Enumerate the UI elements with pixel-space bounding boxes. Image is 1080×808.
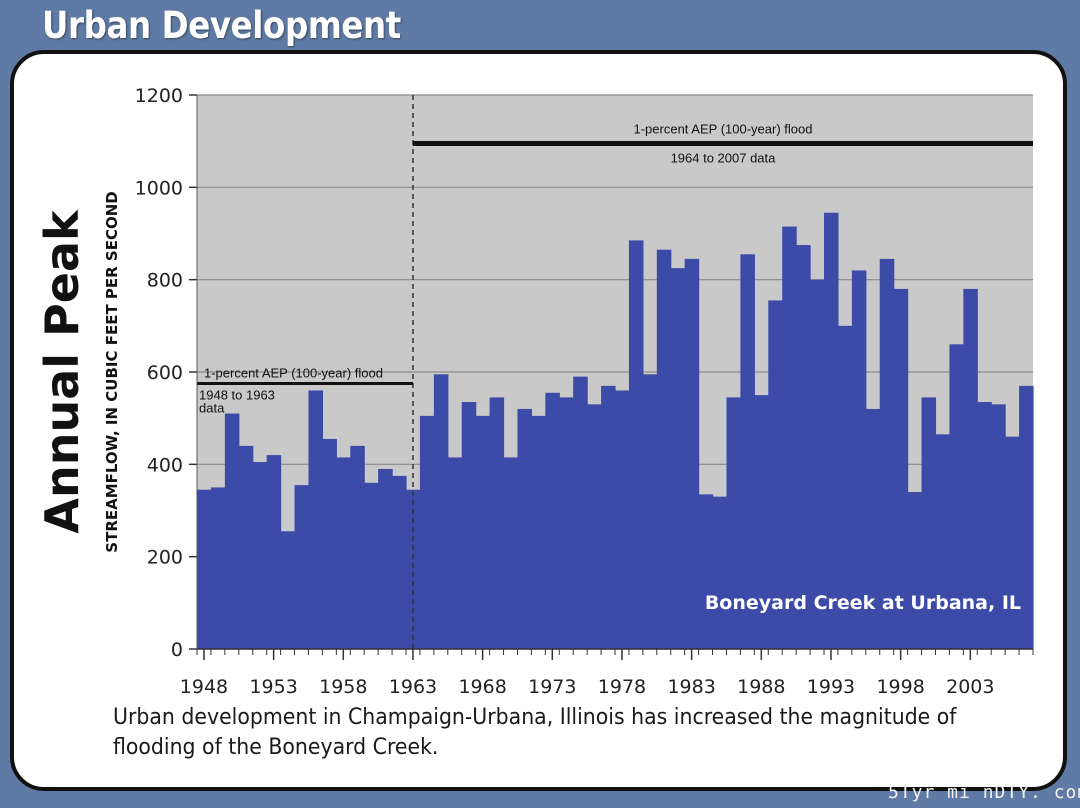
bar-1998 [893, 288, 909, 649]
bar-2004 [977, 402, 992, 649]
bar-1960 [364, 482, 379, 649]
bar-1984 [698, 494, 714, 649]
flood-sublabel-2: 1964 to 2007 data [671, 150, 777, 165]
page-title: Urban Development [42, 4, 401, 47]
flood-label-1: 1-percent AEP (100-year) flood [204, 366, 383, 381]
bar-1988 [754, 395, 769, 649]
x-tick-label: 1998 [876, 676, 924, 698]
bar-1968 [475, 415, 491, 649]
axes: 0 200 400 600 800 1000 1200 1948 1953 1958 1963 196… [135, 85, 1034, 698]
bar-1982 [670, 268, 686, 649]
bar-1986 [726, 397, 741, 649]
x-tick-label: 1978 [598, 676, 646, 698]
bar-1990 [782, 226, 797, 649]
bar-1952 [252, 462, 268, 649]
x-tick-label: 1968 [458, 676, 506, 698]
bar-1969 [489, 397, 505, 649]
x-tick-label: 1993 [807, 676, 855, 698]
bar-1991 [796, 245, 811, 649]
bar-1992 [810, 279, 825, 649]
bar-1964 [419, 415, 435, 649]
bar-1949 [210, 487, 226, 649]
y-tick-label: 600 [147, 362, 183, 384]
bar-1995 [851, 270, 867, 649]
bar-2001 [935, 434, 950, 649]
x-tick-label: 1958 [319, 676, 367, 698]
y-tick-label: 1000 [135, 177, 183, 199]
bar-1972 [531, 415, 546, 649]
x-tick-label: 1983 [667, 676, 715, 698]
bar-1980 [642, 374, 658, 649]
bar-1977 [601, 385, 616, 649]
x-tick-label: 1948 [180, 676, 228, 698]
bar-2006 [1005, 436, 1020, 649]
bar-1983 [684, 258, 700, 649]
bar-1958 [336, 457, 351, 649]
bar-1956 [308, 390, 323, 649]
bar-2003 [963, 288, 978, 649]
bar-1965 [433, 374, 449, 649]
x-tick-label: 1988 [737, 676, 785, 698]
bar-1948 [197, 489, 212, 649]
x-tick-label: 1953 [249, 676, 297, 698]
x-tick-label: 1963 [389, 676, 437, 698]
bar-1987 [740, 254, 755, 649]
bar-1963 [406, 489, 421, 649]
bar-2005 [991, 404, 1006, 649]
bar-1979 [628, 240, 644, 650]
bar-1976 [587, 404, 602, 649]
bar-1955 [294, 485, 310, 649]
bar-1975 [573, 376, 588, 649]
y-axis-subtitle: STREAMFLOW, IN CUBIC FEET PER SECOND [103, 191, 121, 552]
flood-label-2: 1-percent AEP (100-year) flood [633, 121, 812, 136]
bar-1970 [503, 457, 519, 649]
bar-1953 [266, 455, 282, 649]
bar-1974 [559, 397, 574, 649]
bar-1951 [238, 445, 254, 649]
figure-caption: Urban development in Champaign-Urbana, I… [113, 705, 957, 760]
flood-sublabel-1: 1948 to 1963 [199, 388, 275, 403]
bar-1978 [615, 390, 630, 649]
bar-1994 [837, 325, 853, 649]
bar-1954 [280, 531, 296, 649]
station-label: Boneyard Creek at Urbana, IL [705, 592, 1021, 614]
watermark: 5Tyr mi nDTY. com [888, 782, 1080, 803]
bar-1993 [824, 212, 839, 649]
y-axis-title: Annual Peak [35, 209, 89, 534]
y-tick-label: 400 [147, 454, 183, 476]
bar-1981 [656, 249, 672, 650]
bar-1950 [224, 413, 240, 649]
bar-1967 [461, 402, 477, 649]
x-tick-label: 1973 [528, 676, 576, 698]
bar-2002 [949, 344, 964, 649]
bar-1997 [879, 258, 895, 649]
bars [197, 212, 1034, 650]
flood-sublabel-1b: data [199, 401, 225, 416]
bar-1973 [545, 392, 560, 649]
y-tick-label: 0 [171, 639, 183, 661]
bar-1989 [768, 300, 783, 649]
bar-1957 [322, 438, 337, 649]
bar-2007 [1019, 385, 1034, 649]
bar-2000 [921, 397, 937, 649]
y-tick-label: 800 [147, 270, 183, 292]
x-tick-label: 2003 [946, 676, 994, 698]
bar-1999 [907, 492, 923, 649]
bar-1971 [517, 408, 532, 649]
y-tick-label: 1200 [135, 85, 183, 107]
bar-1961 [378, 468, 393, 649]
bar-1966 [447, 457, 463, 649]
annotations: 1-percent AEP (100-year) flood 1948 to 19… [197, 95, 1033, 649]
bar-1962 [392, 475, 407, 649]
bar-1959 [350, 445, 365, 649]
bar-1985 [712, 496, 728, 649]
y-tick-label: 200 [147, 547, 183, 569]
bar-1996 [865, 408, 881, 649]
